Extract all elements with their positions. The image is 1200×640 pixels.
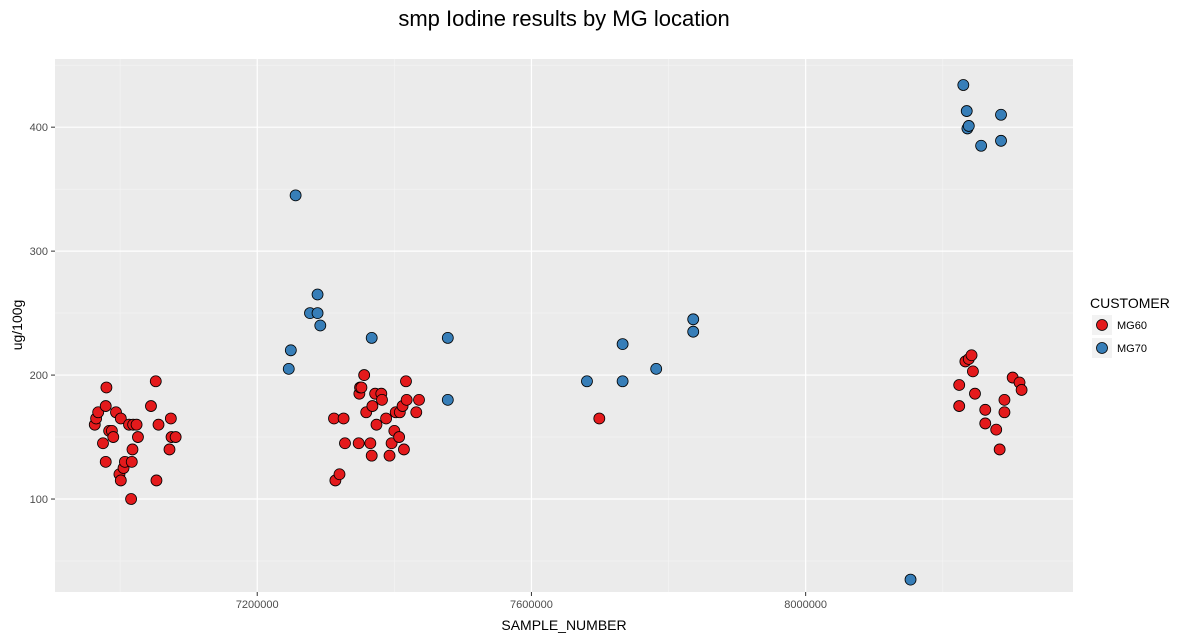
point-mg60 [333,468,346,481]
point-mg60 [92,406,105,419]
point-mg60 [376,393,388,406]
point-mg70 [650,362,663,375]
point-mg60 [365,449,378,462]
y-axis: 100 200 300 400 [30,122,55,506]
point-mg70 [962,120,975,132]
chart-title: smp Iodine results by MG location [398,6,729,31]
point-mg60 [998,393,1011,406]
point-mg60 [99,400,112,412]
y-tick-label: 400 [30,122,48,134]
point-mg70 [311,288,324,301]
point-mg70 [284,344,297,357]
point-mg70 [995,108,1007,121]
point-mg60 [130,418,143,431]
major-gridlines [55,59,1073,592]
legend-label-mg70: MG70 [1117,343,1147,355]
point-mg60 [114,412,127,425]
point-mg60 [364,437,377,450]
x-axis: 7200000 7600000 8000000 [236,592,827,611]
point-mg60 [383,449,396,462]
point-mg60 [339,437,351,450]
point-mg60 [967,365,979,378]
point-mg60 [358,369,371,381]
point-mg60 [145,400,157,412]
point-mg60 [125,493,137,505]
point-mg60 [152,418,165,431]
x-axis-title: SAMPLE_NUMBER [501,617,626,633]
point-mg60 [953,379,966,391]
plot-panel [55,59,1073,592]
minor-gridlines [55,59,1073,592]
legend-label-mg60: MG60 [1117,320,1147,332]
point-mg60 [100,381,113,394]
point-mg60 [990,423,1003,436]
point-mg60 [163,443,176,456]
data-points [88,79,1028,586]
y-tick-label: 300 [30,246,48,258]
point-mg60 [97,437,109,450]
point-mg60 [125,455,138,468]
x-tick-label: 7600000 [510,599,553,611]
point-mg60 [355,381,368,394]
point-mg60 [380,412,393,425]
x-tick-label: 7200000 [236,599,279,611]
point-mg60 [1015,384,1028,396]
point-mg60 [410,406,423,419]
point-mg60 [114,474,127,487]
point-mg70 [687,325,700,338]
legend: CUSTOMER MG60 MG70 [1090,295,1170,358]
point-mg60 [400,393,413,406]
point-mg60 [969,387,981,400]
point-mg60 [370,418,383,431]
point-mg60 [126,443,139,456]
point-mg60 [132,431,144,443]
point-mg70 [687,313,700,326]
x-tick-label: 8000000 [784,599,827,611]
point-mg60 [366,400,379,412]
y-tick-label: 200 [30,370,48,382]
point-mg60 [398,443,410,456]
point-mg60 [337,412,350,425]
point-mg60 [979,417,992,430]
point-mg70 [282,362,295,375]
point-mg70 [441,331,454,344]
point-mg70 [365,331,378,344]
point-mg70 [960,105,973,117]
point-mg70 [311,307,324,320]
point-mg60 [593,412,606,425]
point-mg70 [289,189,302,202]
point-mg60 [400,375,412,388]
point-mg70 [581,375,593,388]
point-mg60 [413,393,425,406]
point-mg60 [169,431,182,443]
point-mg60 [965,349,978,362]
point-mg60 [107,431,120,443]
y-axis-title: ug/100g [9,300,25,351]
legend-key-mg70 [1096,342,1108,354]
point-mg60 [352,437,365,450]
point-mg60 [149,375,162,388]
point-mg70 [441,393,454,406]
point-mg60 [993,443,1006,456]
point-mg70 [616,375,629,388]
point-mg60 [393,431,406,443]
point-mg60 [998,406,1011,419]
point-mg60 [953,400,966,412]
y-tick-label: 100 [30,494,48,506]
point-mg70 [957,79,970,91]
point-mg70 [904,573,917,586]
point-mg60 [99,455,112,468]
legend-title: CUSTOMER [1090,295,1170,311]
point-mg60 [979,403,992,416]
point-mg70 [975,139,988,152]
point-mg60 [150,474,163,487]
legend-key-mg60 [1096,319,1108,331]
point-mg60 [385,437,398,450]
point-mg70 [314,319,327,332]
point-mg60 [164,412,177,425]
point-mg70 [995,134,1007,147]
point-mg70 [616,338,629,350]
